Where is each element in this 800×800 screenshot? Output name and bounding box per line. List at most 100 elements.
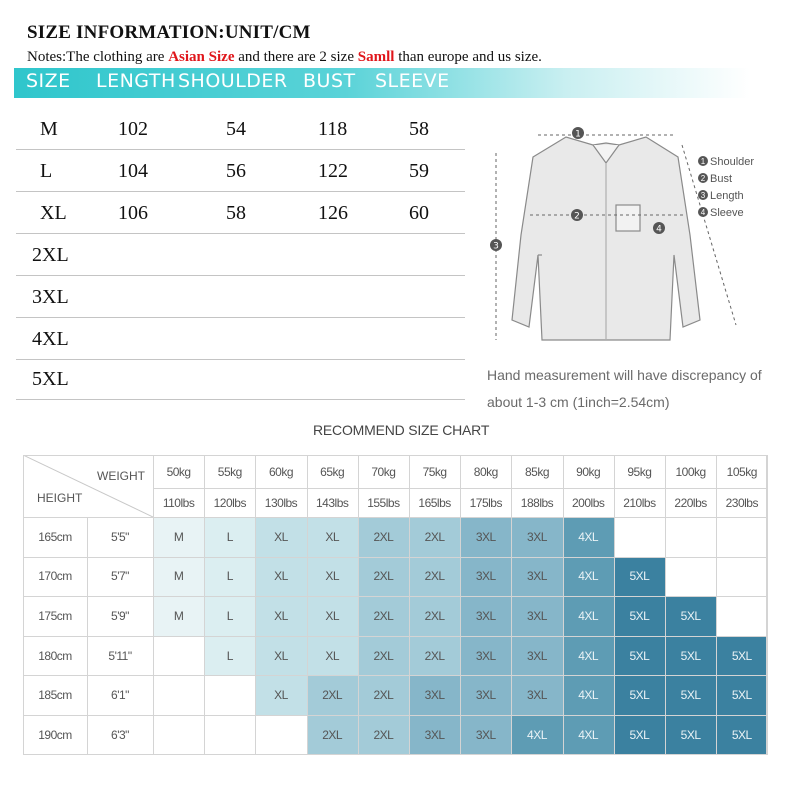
recommended-size-cell bbox=[614, 517, 665, 557]
shirt-illustration bbox=[511, 136, 701, 341]
recommended-size-cell: XL bbox=[255, 556, 307, 597]
height-cm-label: 170cm bbox=[38, 569, 72, 584]
recommended-size-cell: XL bbox=[255, 517, 307, 557]
legend-shoulder: Shoulder bbox=[710, 156, 754, 168]
recommended-size-cell: 3XL bbox=[511, 635, 563, 676]
recommended-size-cell: XL bbox=[306, 635, 358, 676]
recommended-size-cell: 2XL bbox=[306, 675, 358, 715]
recommended-size-cell: 2XL bbox=[409, 635, 461, 676]
weight-lbs-header: 175lbs bbox=[469, 495, 503, 510]
page-title: SIZE INFORMATION:UNIT/CM bbox=[27, 22, 311, 43]
grid-line bbox=[153, 455, 154, 755]
weight-kg-header: 75kg bbox=[422, 464, 448, 479]
weight-lbs-header: 188lbs bbox=[520, 495, 554, 510]
recommended-size-cell: 2XL bbox=[357, 596, 409, 636]
weight-kg-header: 60kg bbox=[268, 464, 294, 479]
size-row: 3XL bbox=[16, 276, 465, 318]
grid-line bbox=[23, 517, 768, 518]
grid-line bbox=[767, 455, 769, 755]
height-cm-label: 190cm bbox=[38, 727, 72, 742]
grid-line bbox=[23, 635, 768, 637]
size-row: 2XL bbox=[16, 234, 465, 276]
corner-diagonal bbox=[23, 455, 153, 517]
recommended-size-cell: 3XL bbox=[511, 517, 563, 557]
recommended-size-cell: 5XL bbox=[716, 635, 768, 676]
height-ft-label: 6'3" bbox=[111, 727, 129, 742]
recommended-size-cell: 5XL bbox=[613, 675, 665, 715]
weight-kg-header: 55kg bbox=[217, 464, 243, 479]
recommended-size-cell: M bbox=[153, 517, 205, 557]
grid-line bbox=[665, 455, 666, 755]
recommended-size-cell: L bbox=[204, 635, 256, 676]
recommended-size-cell: 3XL bbox=[460, 715, 512, 755]
recommended-size-cell: 3XL bbox=[409, 715, 461, 755]
height-ft-label: 6'1" bbox=[111, 688, 129, 703]
shirt-measurement-diagram: 1 2 3 4 1 Shoulder 2 Bust 3 Length 4 Sle… bbox=[490, 127, 754, 341]
recommended-size-cell: 5XL bbox=[613, 715, 665, 755]
svg-text:2: 2 bbox=[574, 212, 580, 222]
recommended-size-cell bbox=[153, 715, 204, 755]
svg-text:3: 3 bbox=[701, 191, 706, 200]
weight-lbs-header: 165lbs bbox=[418, 495, 451, 510]
svg-text:4: 4 bbox=[701, 208, 706, 217]
recommended-size-cell: 2XL bbox=[409, 556, 461, 597]
grid-line bbox=[23, 455, 24, 755]
size-row: 5XL bbox=[16, 358, 465, 400]
recommended-size-cell: L bbox=[204, 517, 256, 557]
recommended-size-cell: 2XL bbox=[357, 675, 409, 715]
height-cm-label: 185cm bbox=[38, 688, 72, 703]
recommended-size-cell: 3XL bbox=[511, 556, 563, 597]
asian-size-highlight: Asian Size bbox=[168, 49, 235, 65]
recommended-size-cell bbox=[153, 636, 204, 676]
svg-text:1: 1 bbox=[575, 130, 581, 140]
weight-label: WEIGHT bbox=[97, 469, 145, 483]
grid-line bbox=[460, 455, 462, 755]
recommended-size-cell: 4XL bbox=[562, 715, 614, 755]
recommended-size-cell: 5XL bbox=[613, 556, 665, 597]
weight-kg-header: 95kg bbox=[627, 464, 652, 479]
grid-line bbox=[511, 455, 513, 755]
recommended-size-cell: 3XL bbox=[511, 596, 563, 636]
recommended-size-cell: 5XL bbox=[613, 596, 665, 636]
recommended-size-cell bbox=[153, 675, 204, 715]
grid-line bbox=[23, 675, 768, 677]
marker-sleeve bbox=[653, 222, 665, 234]
legend-length: Length bbox=[710, 190, 744, 202]
recommended-size-cell: 5XL bbox=[613, 635, 665, 676]
svg-text:1: 1 bbox=[701, 157, 706, 166]
height-ft-label: 5'11" bbox=[108, 648, 132, 663]
svg-text:4: 4 bbox=[656, 225, 662, 235]
weight-kg-header: 85kg bbox=[524, 464, 550, 479]
legend-sleeve: Sleeve bbox=[710, 207, 744, 219]
recommended-size-cell: M bbox=[153, 596, 205, 636]
grid-line bbox=[409, 455, 410, 755]
recommended-size-cell: XL bbox=[306, 517, 358, 557]
recommended-size-cell bbox=[204, 675, 255, 715]
weight-lbs-header: 200lbs bbox=[572, 495, 605, 510]
weight-lbs-header: 120lbs bbox=[213, 495, 247, 510]
weight-kg-header: 105kg bbox=[726, 464, 758, 479]
grid-line bbox=[23, 455, 768, 456]
weight-lbs-header: 210lbs bbox=[623, 495, 656, 510]
recommended-size-cell: 4XL bbox=[562, 675, 614, 715]
weight-kg-header: 65kg bbox=[320, 464, 345, 479]
recommended-size-cell: XL bbox=[255, 675, 307, 715]
recommended-size-cell: 5XL bbox=[716, 675, 768, 715]
recommended-size-cell: XL bbox=[306, 596, 358, 636]
recommended-size-cell: 5XL bbox=[665, 675, 717, 715]
recommended-size-cell: 4XL bbox=[562, 556, 614, 597]
measurement-disclaimer: Hand measurement will have discrepancy o… bbox=[487, 367, 762, 410]
height-label: HEIGHT bbox=[37, 491, 83, 505]
diagram-legend: 1 Shoulder 2 Bust 3 Length 4 Sleeve bbox=[698, 156, 754, 219]
height-cm-label: 180cm bbox=[38, 648, 72, 663]
height-cm-label: 165cm bbox=[38, 529, 72, 544]
recommended-size-cell bbox=[716, 517, 767, 557]
weight-lbs-header: 130lbs bbox=[264, 495, 298, 510]
recommended-size-cell bbox=[204, 715, 255, 755]
weight-lbs-header: 220lbs bbox=[674, 495, 707, 510]
recommended-size-cell: 4XL bbox=[562, 596, 614, 636]
weight-kg-header: 90kg bbox=[576, 464, 601, 479]
measurement-markers: 1 2 3 4 bbox=[490, 127, 665, 252]
legend-bust: Bust bbox=[710, 173, 732, 185]
grid-line bbox=[204, 455, 206, 755]
